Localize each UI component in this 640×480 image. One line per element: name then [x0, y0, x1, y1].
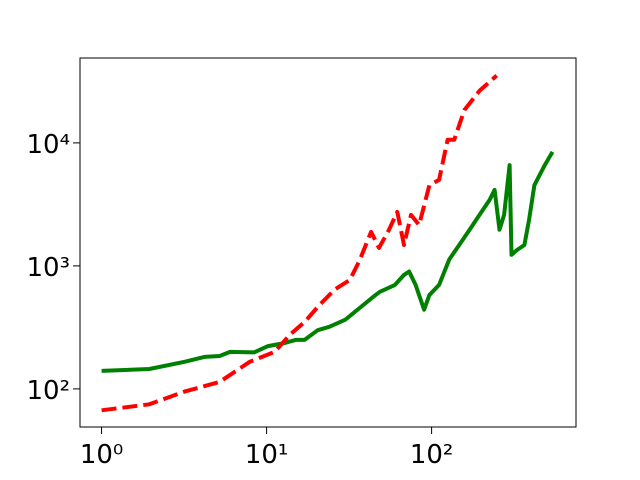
- y-tick-label: 10⁴: [26, 130, 70, 160]
- y-tick-label: 10²: [26, 376, 70, 406]
- series-line: [101, 74, 499, 413]
- plot-frame: [79, 57, 577, 428]
- series-line: [101, 150, 555, 373]
- x-tick-label: 10⁰: [80, 440, 124, 470]
- x-tick-label: 10²: [410, 440, 454, 470]
- x-tick-label: 10¹: [245, 440, 289, 470]
- y-tick-label: 10³: [26, 253, 70, 283]
